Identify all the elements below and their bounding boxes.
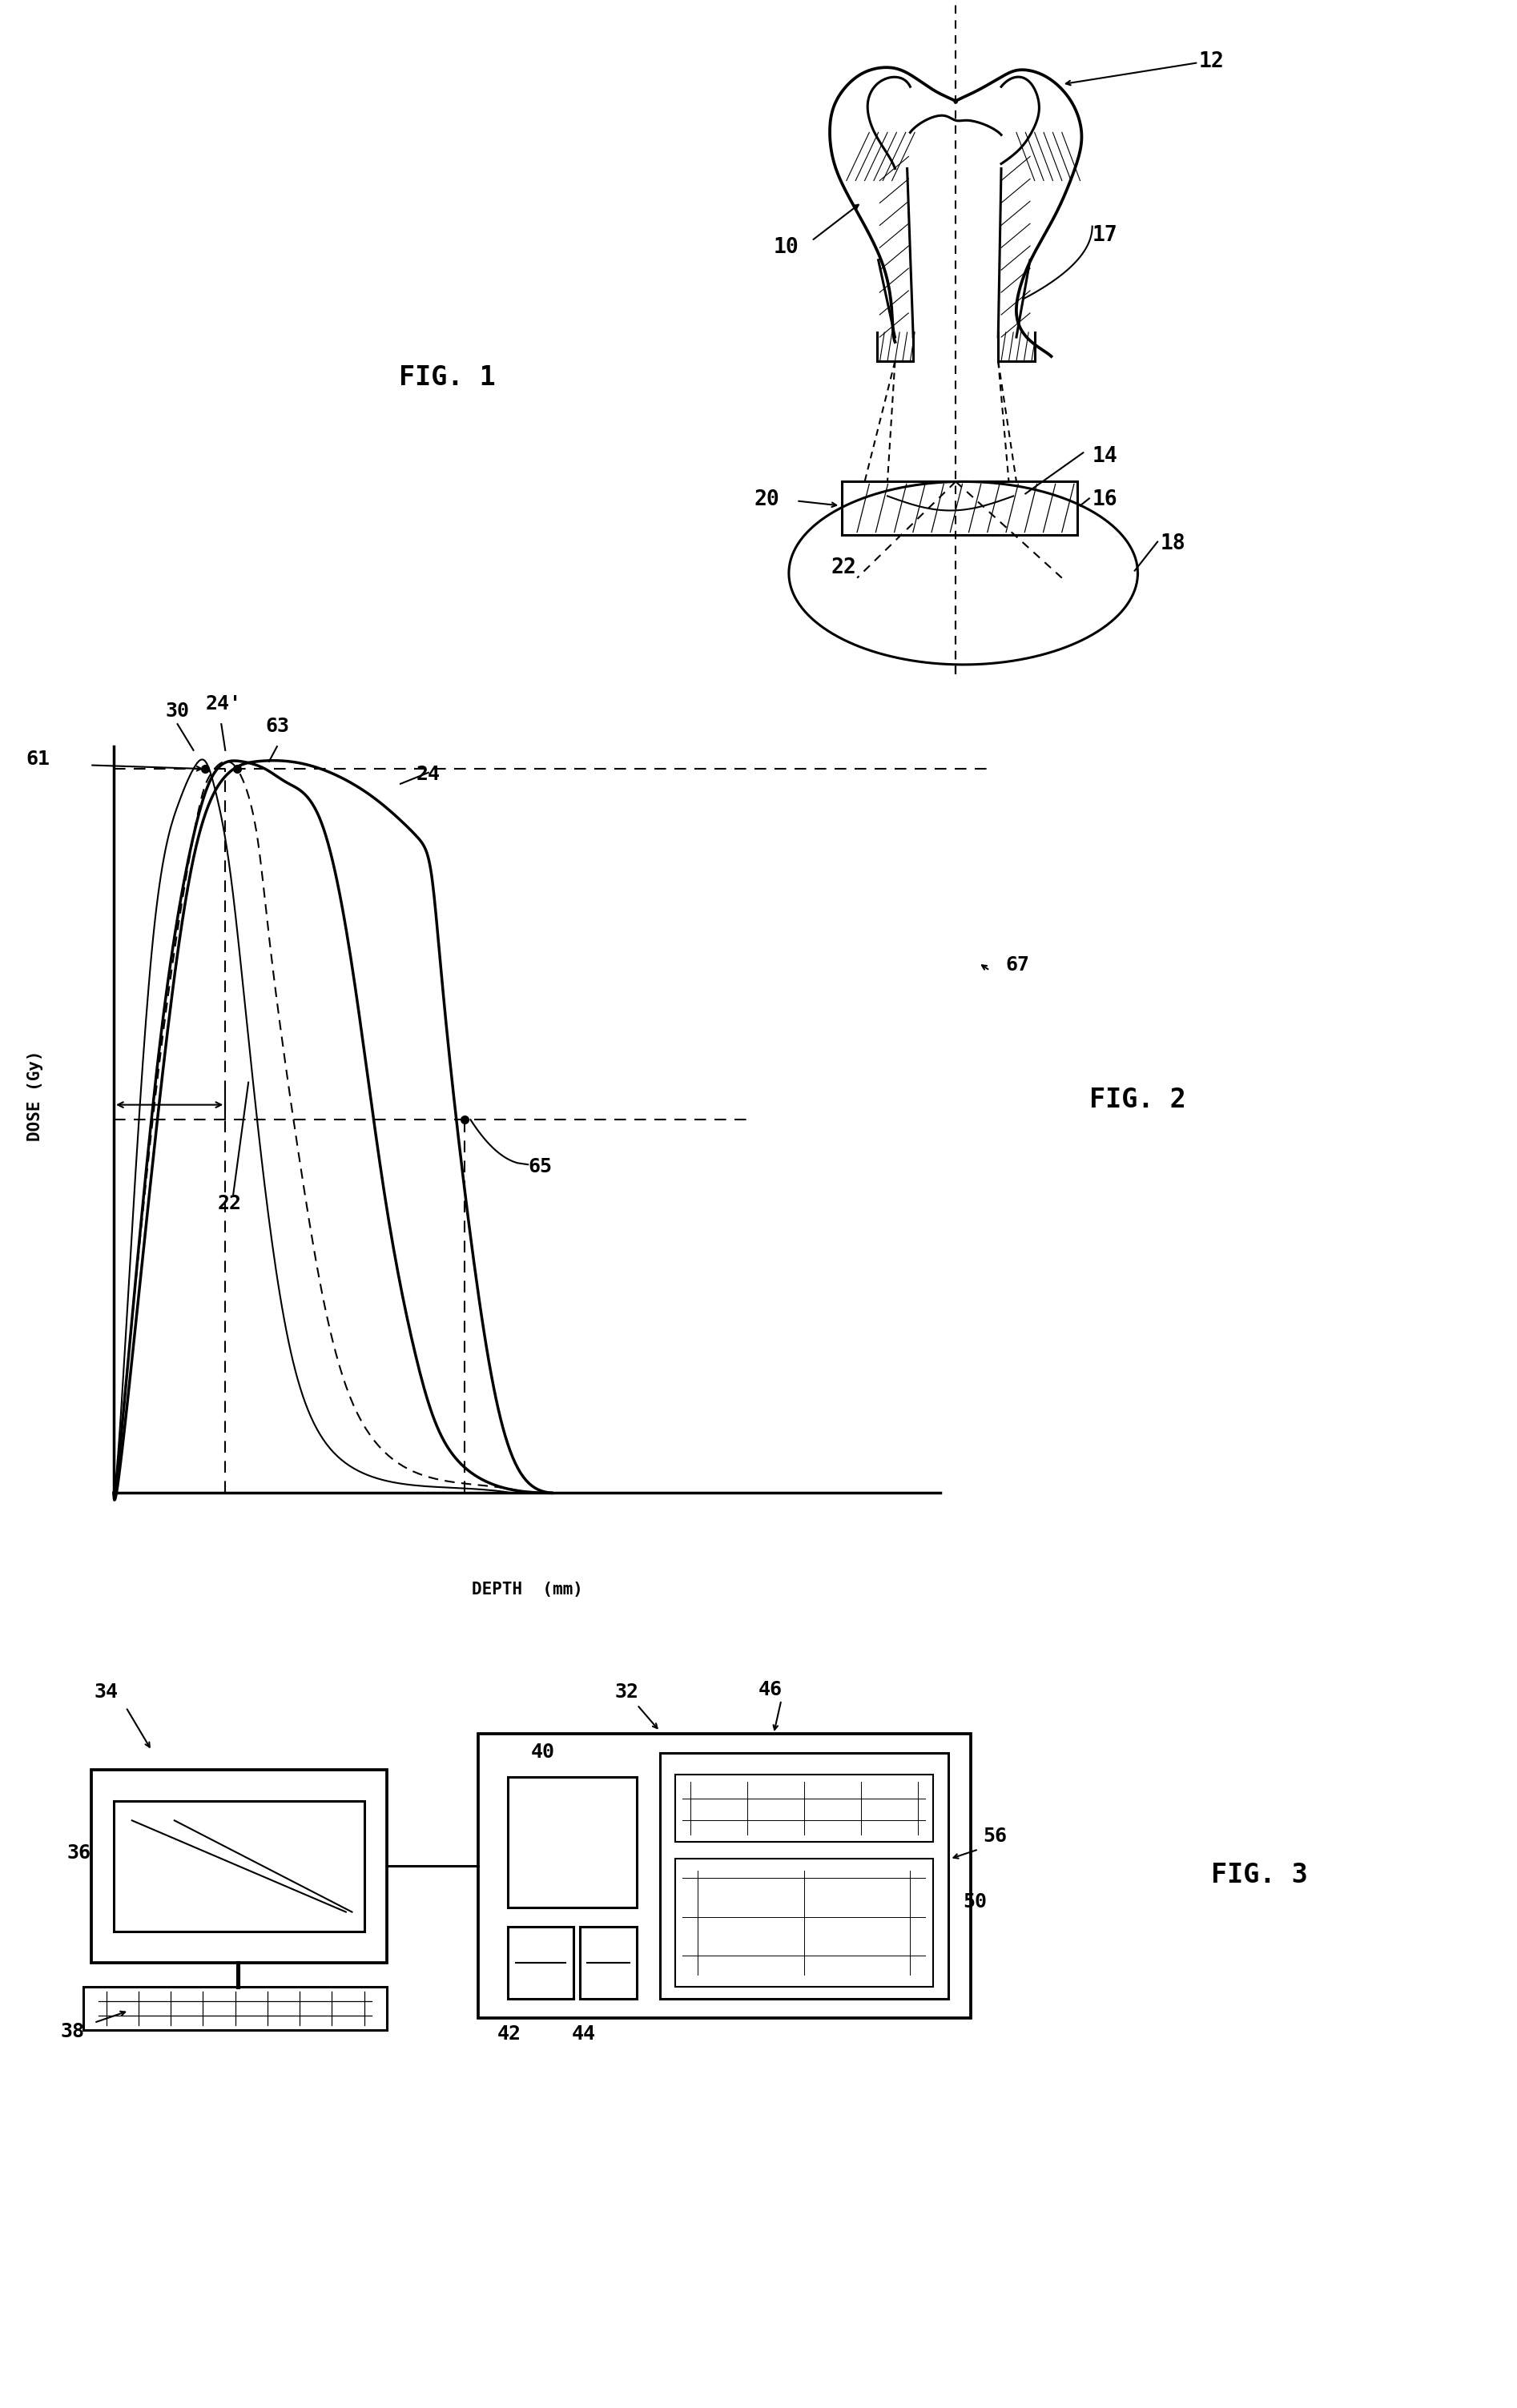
Bar	[660, 1753, 948, 1999]
Bar	[675, 1859, 933, 1987]
Text: 61: 61	[26, 749, 50, 768]
Text: DEPTH  (mm): DEPTH (mm)	[472, 1582, 583, 1597]
Text: 40: 40	[531, 1743, 555, 1763]
Text: 42: 42	[498, 2025, 522, 2044]
Bar	[478, 1734, 971, 2018]
Text: 34: 34	[94, 1683, 118, 1702]
Bar	[91, 1770, 387, 1963]
Text: 32: 32	[614, 1683, 639, 1702]
Bar	[579, 1926, 637, 1999]
Text: 50: 50	[963, 1893, 988, 1912]
Text: 14: 14	[1092, 445, 1118, 467]
Text: 65: 65	[528, 1156, 552, 1175]
Text: 24: 24	[417, 766, 440, 785]
Text: 17: 17	[1092, 224, 1118, 246]
Text: 30: 30	[165, 701, 190, 720]
Bar	[675, 1775, 933, 1842]
Text: 22: 22	[831, 556, 857, 578]
Text: 67: 67	[1006, 956, 1030, 975]
Bar	[83, 1987, 387, 2030]
Text: 44: 44	[572, 2025, 596, 2044]
Text: 10: 10	[774, 236, 799, 258]
Text: DOSE (Gy): DOSE (Gy)	[27, 1050, 42, 1141]
Text: 56: 56	[983, 1828, 1007, 1847]
Text: 16: 16	[1092, 489, 1118, 510]
Text: 46: 46	[758, 1681, 783, 1700]
Text: 18: 18	[1161, 532, 1186, 554]
Text: FIG. 2: FIG. 2	[1089, 1086, 1186, 1112]
Bar	[842, 482, 1077, 535]
Bar	[114, 1801, 364, 1931]
Text: 63: 63	[265, 715, 290, 734]
Text: FIG. 3: FIG. 3	[1211, 1861, 1308, 1888]
Text: FIG. 1: FIG. 1	[399, 364, 496, 390]
Text: 36: 36	[67, 1845, 91, 1864]
Bar	[508, 1777, 637, 1907]
Text: 12: 12	[1198, 51, 1224, 72]
Text: 22: 22	[217, 1194, 241, 1214]
Text: 20: 20	[754, 489, 780, 510]
Text: 38: 38	[61, 2023, 85, 2042]
Bar	[508, 1926, 573, 1999]
Text: 24': 24'	[205, 694, 241, 713]
